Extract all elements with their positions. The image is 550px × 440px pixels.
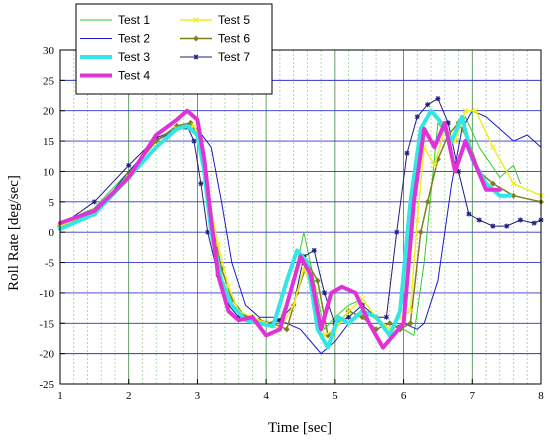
series-line [59,98,542,324]
data-point [311,247,317,253]
x-tick-label: 7 [470,390,476,402]
data-point [345,308,352,315]
legend-label: Test 2 [118,32,150,46]
data-point [91,199,97,205]
data-point [489,180,496,187]
y-tick-label: 15 [43,136,55,148]
data-point [462,107,469,114]
data-point [314,277,321,284]
legend-item: Test 3 [80,50,150,64]
data-point [404,150,410,156]
y-tick-label: -15 [39,318,54,330]
data-point [205,229,211,235]
data-point [126,162,132,168]
y-tick-label: -25 [39,379,54,391]
data-point [277,317,283,323]
data-point [191,122,197,129]
legend-item: Test 7 [180,50,250,64]
y-tick-label: 25 [43,75,55,87]
data-point [414,114,420,120]
series-test-4 [58,108,502,350]
data-point [476,217,482,223]
data-point [236,314,242,320]
x-axis-title: Time [sec] [268,420,332,436]
data-point [510,192,517,199]
data-point [283,326,290,333]
data-point [322,290,328,296]
legend-label: Test 6 [218,32,250,46]
data-point [472,107,479,114]
legend-marker [193,35,199,42]
y-tick-label: 20 [43,106,55,118]
plot-area [60,50,541,384]
y-tick-label: 30 [43,45,55,57]
y-tick-label: -20 [39,349,54,361]
data-point [424,198,431,205]
data-point [346,314,352,320]
data-point [445,120,451,126]
legend-box [75,3,273,95]
y-axis-title: Roll Rate [deg/sec] [6,175,22,291]
x-tick-label: 6 [401,390,407,402]
legend-item: Test 2 [80,32,150,46]
legend-label: Test 1 [118,13,150,27]
legend-label: Test 4 [118,69,150,83]
legend-label: Test 5 [218,13,250,27]
data-point [431,162,438,169]
data-point [191,138,197,144]
data-point [383,314,389,320]
x-tick-label: 8 [538,390,544,402]
legend-item: Test 6 [180,32,250,46]
data-point [517,217,523,223]
data-point [198,181,204,187]
legend-label: Test 3 [118,50,150,64]
y-tick-label: 10 [43,166,55,178]
plot-background [60,50,541,384]
plot-border [59,49,542,385]
data-point [510,180,517,187]
data-point [386,320,393,327]
legend-item: Test 1 [80,13,150,27]
x-tick-label: 5 [332,390,338,402]
plot-frame [59,49,542,385]
legend-label: Test 7 [218,50,250,64]
legend-item: Test 5 [180,13,250,27]
y-tick-label: 0 [49,227,55,239]
data-point [456,168,462,174]
y-tick-label: -10 [39,288,54,300]
y-tick-label: -5 [45,258,55,270]
data-point [466,211,472,217]
data-point [490,223,496,229]
data-point [407,320,414,327]
data-point [425,102,431,108]
x-tick-label: 4 [263,390,269,402]
data-point [489,144,496,151]
data-point [417,229,424,236]
data-point [504,223,510,229]
legend: Test 1 Test 2 Test 3 Test 4 Test 5 Test 6 Test… [75,3,273,95]
x-tick-label: 3 [195,390,201,402]
axis-ticks: 1 2 3 4 5 6 7 8 -25 -20 -15 -10 -5 0 5 10 15 20 25 30 [39,45,544,402]
legend-marker [193,17,199,23]
data-point [414,217,421,223]
data-point [531,220,537,226]
series-layer [57,96,544,355]
series-line [58,108,502,350]
legend-marker [193,54,199,60]
legend-item: Test 4 [80,69,150,83]
data-point [435,96,441,102]
data-point [407,308,414,315]
x-tick-label: 1 [57,390,63,402]
y-tick-label: 5 [49,197,55,209]
data-point [290,302,297,308]
x-tick-label: 2 [126,390,132,402]
data-point [394,229,400,235]
